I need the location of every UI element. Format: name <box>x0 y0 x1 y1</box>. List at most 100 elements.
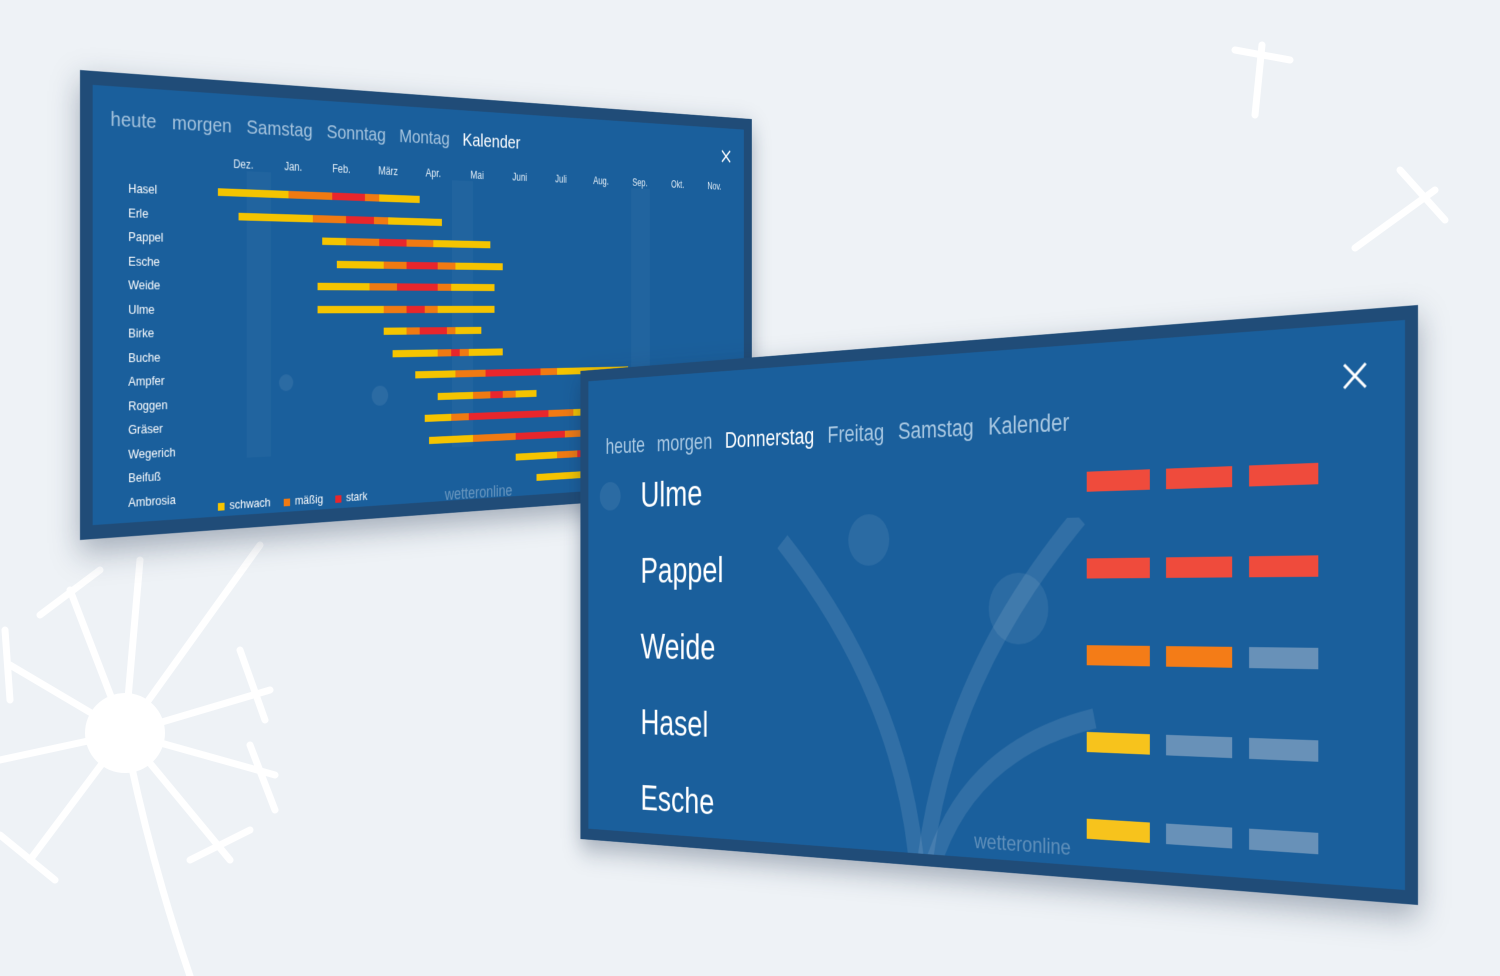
calendar-bar <box>485 368 541 377</box>
plant-name: Ulme <box>640 473 703 516</box>
calendar-bar <box>437 261 456 270</box>
level-bar <box>1249 555 1319 578</box>
tab[interactable]: heute <box>605 432 645 459</box>
month-label: Jan. <box>284 159 303 174</box>
calendar-bar <box>364 193 379 202</box>
plant-name: Buche <box>128 349 161 365</box>
month-label: Juli <box>555 172 567 186</box>
plant-name: Ampfer <box>128 373 165 389</box>
calendar-bar <box>406 305 425 313</box>
calendar-bar <box>515 430 566 440</box>
calendar-bar <box>451 348 460 356</box>
tab[interactable]: morgen <box>656 429 713 457</box>
legend-label: stark <box>346 488 368 505</box>
close-button[interactable] <box>1341 360 1368 391</box>
level-bar <box>1166 823 1233 849</box>
month-label: Sep. <box>632 176 648 189</box>
plant-name: Beifuß <box>128 468 161 486</box>
calendar-bar <box>346 238 379 247</box>
forecast-panel: heute morgen Donnerstag Freitag Samstag Kalen… <box>588 319 1406 891</box>
plant-name: Gräser <box>128 420 163 437</box>
plant-name: Esche <box>640 778 715 823</box>
plant-name: Roggen <box>128 396 168 413</box>
calendar-bar <box>374 216 389 225</box>
grass-decoration <box>744 517 1110 885</box>
calendar-bar <box>472 390 491 399</box>
level-bar <box>1086 645 1150 667</box>
month-label: Aug. <box>593 174 609 188</box>
tab[interactable]: Kalender <box>462 129 521 154</box>
plant-name: Erle <box>128 205 149 221</box>
calendar-bar <box>424 413 452 422</box>
level-bar <box>1166 646 1233 668</box>
level-bar <box>1249 737 1319 762</box>
calendar-bar <box>397 283 438 291</box>
calendar-bar <box>459 348 469 356</box>
plant-name: Hasel <box>128 180 158 197</box>
calendar-bar <box>322 237 347 246</box>
tab[interactable]: Freitag <box>827 419 885 448</box>
plant-name: Hasel <box>640 702 709 745</box>
level-bar <box>1249 647 1319 670</box>
calendar-bar <box>455 262 503 270</box>
calendar-bar <box>515 451 557 461</box>
calendar-bar <box>383 305 407 313</box>
tab[interactable]: Donnerstag <box>724 423 815 453</box>
tab[interactable]: Samstag <box>898 414 974 445</box>
plant-name: Pappel <box>640 550 724 591</box>
tab[interactable]: Sonntag <box>326 121 386 146</box>
decor-dot <box>371 385 389 406</box>
tab[interactable]: Montag <box>399 125 450 150</box>
level-bar <box>1166 556 1233 578</box>
calendar-bar <box>437 348 452 357</box>
close-button[interactable] <box>721 149 731 164</box>
month-label: Okt. <box>671 178 685 191</box>
legend-swatch <box>283 498 291 507</box>
calendar-bar <box>406 261 438 270</box>
calendar-bar <box>383 327 407 335</box>
column-shade <box>452 180 473 447</box>
calendar-bar <box>406 239 434 248</box>
level-bar <box>1086 818 1150 843</box>
calendar-bar <box>472 432 516 442</box>
calendar-bar <box>424 305 438 313</box>
tab[interactable]: Samstag <box>246 116 313 142</box>
calendar-bar <box>288 190 332 200</box>
decor-dot <box>599 481 621 511</box>
plant-name: Ambrosia <box>128 491 176 510</box>
calendar-bar <box>502 390 516 398</box>
calendar-bar <box>437 305 495 313</box>
tab[interactable]: morgen <box>172 111 232 138</box>
calendar-bar <box>312 214 347 223</box>
calendar-bar <box>455 326 482 335</box>
tab[interactable]: Kalender <box>988 408 1070 440</box>
legend-label: schwach <box>229 495 271 512</box>
month-label: Feb. <box>332 162 351 176</box>
month-label: Dez. <box>233 157 254 172</box>
calendar-bar <box>515 389 537 398</box>
calendar-bar <box>217 188 289 199</box>
calendar-bar <box>378 194 420 204</box>
calendar-bar <box>455 369 486 378</box>
calendar-bar <box>468 410 549 421</box>
tab-bar: heute morgen Samstag Sonntag Montag Kalender <box>111 108 521 154</box>
decor-dot <box>278 374 294 392</box>
calendar-bar <box>383 261 407 269</box>
plant-name: Pappel <box>128 229 164 245</box>
legend-swatch <box>217 502 225 511</box>
calendar-bar <box>433 240 491 249</box>
calendar-bar <box>451 283 495 292</box>
calendar-bar <box>388 216 443 226</box>
plant-name: Ulme <box>128 301 155 317</box>
level-bar <box>1249 462 1319 487</box>
calendar-bar <box>451 413 469 421</box>
calendar-bar <box>317 305 384 313</box>
tab[interactable]: heute <box>110 107 157 134</box>
calendar-bar <box>378 238 407 247</box>
calendar-bar <box>331 192 365 202</box>
calendar-bar <box>437 283 452 291</box>
tab-bar: heute morgen Donnerstag Freitag Samstag Kalen… <box>606 409 1070 460</box>
calendar-bar <box>540 368 557 376</box>
